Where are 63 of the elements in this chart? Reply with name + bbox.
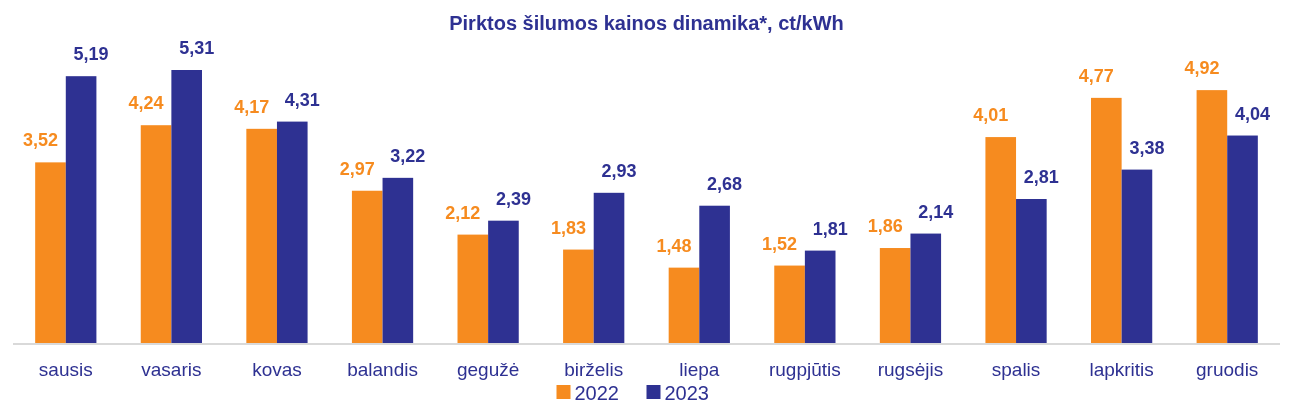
bar — [488, 220, 519, 344]
x-tick-label: rugsėjis — [877, 359, 944, 380]
data-label: 1,86 — [867, 216, 903, 237]
x-tick-label: liepa — [679, 359, 720, 380]
x-tick-label: rugpjūtis — [768, 359, 841, 380]
data-label: 2,68 — [707, 173, 743, 194]
bar — [593, 192, 625, 344]
data-label: 2,97 — [339, 158, 375, 179]
data-label: 4,04 — [1234, 103, 1271, 124]
legend-label: 2022 — [574, 382, 619, 404]
data-label: 2,81 — [1023, 167, 1059, 187]
data-label: 4,77 — [1078, 65, 1114, 86]
data-label: 2,12 — [445, 202, 481, 223]
x-tick-label: gegužė — [456, 359, 520, 380]
x-tick-label: spalis — [991, 359, 1041, 380]
x-tick-label: vasaris — [141, 359, 202, 380]
bar — [351, 190, 383, 344]
data-label: 4,92 — [1184, 58, 1220, 79]
bar — [382, 177, 414, 344]
data-label: 1,48 — [656, 235, 692, 256]
bar — [668, 267, 700, 344]
bar — [774, 265, 805, 344]
x-tick-label: birželis — [564, 359, 624, 380]
bar — [457, 234, 489, 344]
bar — [1196, 90, 1228, 344]
data-label: 5,31 — [179, 38, 215, 58]
data-label: 1,52 — [762, 233, 798, 254]
bar — [246, 128, 277, 344]
data-label: 3,22 — [390, 145, 426, 166]
data-label: 2,93 — [601, 160, 637, 181]
data-label: 2,14 — [918, 201, 954, 222]
x-tick-label: kovas — [252, 359, 302, 380]
bar — [804, 250, 836, 344]
bar — [140, 125, 172, 344]
x-tick-label: sausis — [38, 359, 93, 380]
data-label: 4,01 — [973, 105, 1009, 126]
bar — [1227, 135, 1258, 344]
bar — [65, 76, 97, 344]
data-label: 3,38 — [1129, 137, 1165, 158]
data-label: 1,81 — [812, 218, 848, 239]
data-label: 4,17 — [234, 96, 270, 117]
bar — [171, 70, 202, 344]
bar — [563, 249, 594, 344]
data-label: 5,19 — [73, 44, 109, 65]
bar — [699, 205, 730, 344]
bar — [1016, 199, 1047, 344]
x-tick-label: balandis — [347, 359, 418, 380]
legend-label: 2023 — [664, 382, 709, 404]
bar — [276, 121, 308, 344]
bar — [985, 137, 1017, 344]
bar — [910, 233, 942, 344]
bar — [35, 162, 66, 344]
bar — [1091, 97, 1122, 344]
bar — [1121, 169, 1153, 344]
x-tick-label: lapkritis — [1089, 359, 1154, 380]
data-label: 4,24 — [128, 93, 164, 114]
x-tick-label: gruodis — [1196, 359, 1259, 380]
data-label: 4,31 — [284, 89, 320, 110]
data-label: 3,52 — [22, 130, 59, 151]
chart-title: Pirktos šilumos kainos dinamika*, ct/kWh — [449, 12, 844, 34]
bar — [879, 248, 911, 344]
data-label: 2,39 — [495, 188, 531, 209]
data-label: 1,83 — [550, 217, 586, 238]
